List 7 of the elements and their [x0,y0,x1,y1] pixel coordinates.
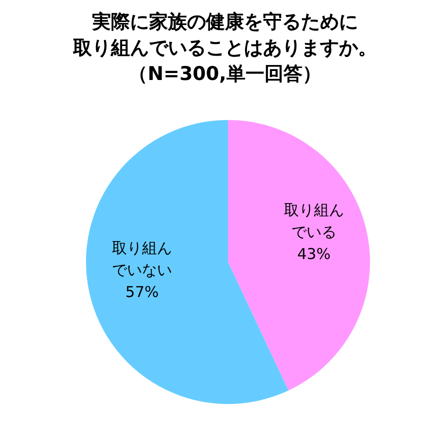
chart-subtitle: （N=300,単一回答） [128,63,322,85]
pie-slice [228,120,370,390]
slice-label: 取り組んでいる [284,200,344,241]
slice-label: 取り組んでいない [112,239,172,280]
chart-title: 実際に家族の健康を守るために取り組んでいることはありますか。 [72,11,377,59]
data-label: 57% [125,283,159,302]
data-label: 43% [297,244,331,263]
